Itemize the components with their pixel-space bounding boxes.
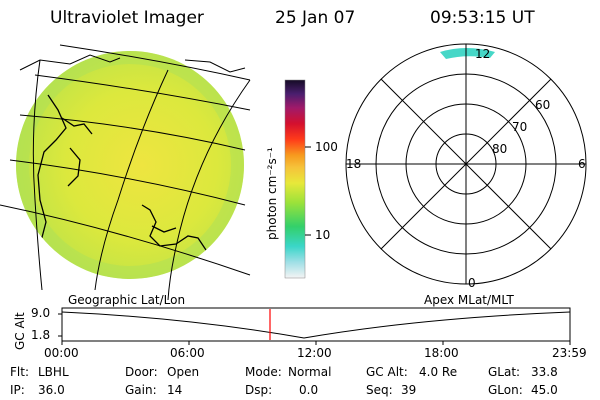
uv-earth-image bbox=[0, 44, 251, 301]
strip-x-tick-1800: 18:00 bbox=[424, 346, 459, 360]
strip-caption-right: Apex MLat/MLT bbox=[424, 293, 514, 307]
date-label: 25 Jan 07 bbox=[275, 8, 356, 28]
strip-y-tick-1: 1.8 bbox=[31, 328, 51, 342]
altitude-curve bbox=[61, 311, 571, 339]
strip-x-tick-0600: 06:00 bbox=[170, 346, 205, 360]
info-door-value: Open bbox=[167, 365, 200, 379]
polar-diagonal-2 bbox=[380, 78, 552, 250]
mlt-label-18: 18 bbox=[346, 157, 362, 171]
coastline-north bbox=[19, 54, 246, 73]
info-gcalt-value: 4.0 Re bbox=[419, 365, 458, 379]
colorbar-unit-label: photon cm⁻²s⁻¹ bbox=[265, 147, 279, 240]
info-mode-label: Mode: bbox=[245, 365, 282, 379]
info-gain-value: 14 bbox=[167, 383, 183, 397]
info-glat-value: 33.8 bbox=[531, 365, 558, 379]
lat-label-70: 70 bbox=[512, 120, 528, 134]
strip-x-tick-0000: 00:00 bbox=[44, 346, 79, 360]
mlt-label-12: 12 bbox=[475, 47, 491, 61]
coastline-south bbox=[141, 204, 211, 263]
lat-label-80: 80 bbox=[492, 142, 508, 156]
orbit-strip bbox=[58, 307, 571, 345]
info-seq-value: 39 bbox=[401, 383, 417, 397]
strip-caption-left: Geographic Lat/Lon bbox=[68, 293, 186, 307]
info-mode-value: Normal bbox=[288, 365, 332, 379]
info-gain-label: Gain: bbox=[125, 383, 157, 397]
mlt-label-6: 6 bbox=[578, 157, 586, 171]
mlt-label-0: 0 bbox=[468, 276, 476, 290]
lat-label-60: 60 bbox=[535, 98, 551, 112]
info-glat-label: GLat: bbox=[488, 365, 521, 379]
strip-y-tick-9: 9.0 bbox=[31, 306, 51, 320]
info-gcalt-label: GC Alt: bbox=[366, 365, 408, 379]
info-ip-value: 36.0 bbox=[38, 383, 65, 397]
strip-x-tick-2359: 23:59 bbox=[552, 346, 587, 360]
info-dsp-label: Dsp: bbox=[245, 383, 273, 397]
info-seq-label: Seq: bbox=[366, 383, 393, 397]
polar-plot bbox=[345, 43, 587, 285]
strip-x-tick-1200: 12:00 bbox=[297, 346, 332, 360]
colorbar-tick-100: 100 bbox=[315, 140, 338, 154]
info-flt-value: LBHL bbox=[38, 365, 69, 379]
geo-grid bbox=[0, 44, 251, 301]
info-glon-value: 45.0 bbox=[531, 383, 558, 397]
info-flt-label: Flt: bbox=[10, 365, 29, 379]
info-door-label: Door: bbox=[125, 365, 158, 379]
info-ip-label: IP: bbox=[10, 383, 25, 397]
info-glon-label: GLon: bbox=[488, 383, 523, 397]
strip-y-axis-label: GC Alt bbox=[13, 312, 27, 350]
colorbar-tick-10: 10 bbox=[315, 228, 331, 242]
instrument-title: Ultraviolet Imager bbox=[50, 8, 204, 28]
info-dsp-value: 0.0 bbox=[299, 383, 319, 397]
colorbar bbox=[284, 79, 311, 279]
time-label: 09:53:15 UT bbox=[430, 8, 535, 28]
colorbar-gradient bbox=[285, 80, 305, 278]
aurora-spot bbox=[440, 48, 495, 59]
